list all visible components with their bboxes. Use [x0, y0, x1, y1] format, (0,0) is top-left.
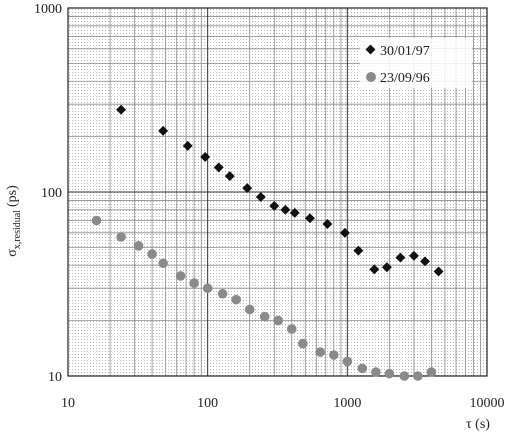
major-gridlines: [67, 7, 488, 377]
plot-frame: [67, 7, 488, 377]
svg-text:σx,residual(ps): σx,residual (ps): [5, 185, 23, 257]
data-point-circle: [147, 249, 157, 259]
data-point-diamond: [353, 245, 364, 256]
data-point-diamond: [280, 204, 291, 215]
data-point-circle: [189, 278, 199, 288]
data-point-diamond: [182, 140, 193, 151]
data-point-diamond: [116, 104, 127, 115]
x-tick-label: 100: [197, 396, 218, 411]
data-point-circle: [231, 294, 241, 305]
data-point-circle: [133, 241, 144, 251]
data-point-circle: [357, 363, 368, 374]
data-point-circle: [426, 367, 437, 377]
data-point-diamond: [369, 264, 380, 275]
y-axis-title: σx,residual (ps): [5, 185, 23, 257]
data-point-circle: [286, 324, 297, 334]
data-point-circle: [116, 232, 126, 242]
data-point-diamond: [433, 266, 444, 277]
series-30-01-97: [116, 104, 444, 277]
data-point-circle: [175, 271, 186, 281]
legend-label-30-01-97: 30/01/97: [380, 44, 430, 59]
series-23-09-96: [91, 215, 437, 381]
y-tick-label: 100: [41, 186, 62, 201]
data-point-diamond: [289, 207, 300, 218]
data-point-circle: [244, 304, 255, 315]
data-point-diamond: [255, 191, 266, 202]
data-point-diamond: [305, 213, 315, 224]
data-point-circle: [202, 283, 213, 294]
data-point-diamond: [339, 227, 350, 238]
data-point-diamond: [269, 200, 280, 211]
legend: 30/01/97 23/09/96: [360, 38, 472, 88]
data-point-circle: [399, 371, 410, 381]
data-point-diamond: [213, 162, 224, 173]
data-point-circle: [413, 371, 423, 381]
data-point-circle: [384, 368, 395, 379]
y-tick-label: 10: [48, 370, 62, 385]
x-tick-label: 10000: [470, 396, 505, 411]
tick-labels: 10 100 1000 10000 10 100 1000: [34, 2, 505, 411]
data-point-diamond: [395, 252, 406, 263]
y-tick-label: 1000: [34, 2, 62, 17]
data-point-diamond: [409, 250, 419, 261]
data-point-diamond: [224, 171, 235, 182]
data-point-circle: [91, 215, 102, 226]
data-point-circle: [342, 356, 353, 367]
x-tick-label: 1000: [333, 396, 361, 411]
data-point-diamond: [200, 152, 211, 162]
data-point-circle: [371, 367, 381, 377]
data-point-circle: [328, 350, 339, 360]
y-axis-title-unit: (ps): [5, 185, 20, 207]
data-point-circle: [273, 315, 284, 326]
y-axis-title-subscript: x,residual: [12, 210, 23, 249]
legend-label-23-09-96: 23/09/96: [380, 71, 430, 86]
legend-marker-23-09-96: [366, 72, 376, 82]
data-point-diamond: [420, 256, 430, 267]
data-point-circle: [217, 288, 228, 299]
data-point-diamond: [242, 183, 253, 194]
data-point-circle: [259, 311, 270, 322]
data-point-diamond: [381, 262, 392, 273]
y-axis-title-symbol: σ: [5, 249, 20, 257]
legend-box: [360, 38, 472, 88]
data-point-diamond: [322, 219, 333, 229]
data-series: [91, 104, 444, 381]
data-point-circle: [315, 347, 326, 357]
data-point-circle: [298, 338, 308, 349]
x-axis-title: τ (s): [466, 417, 490, 432]
data-point-circle: [158, 258, 168, 269]
x-tick-label: 10: [61, 396, 75, 411]
